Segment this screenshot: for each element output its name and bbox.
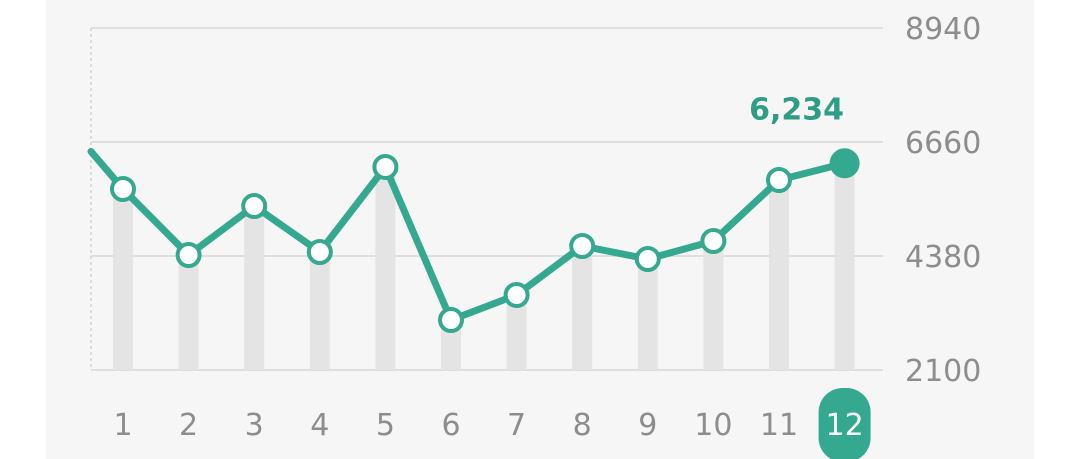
- y-tick-label: 4380: [905, 240, 981, 275]
- grid-lines: [90, 27, 883, 371]
- y-axis-labels: 8940 6660 4380 2100: [905, 12, 981, 389]
- data-point[interactable]: [700, 228, 727, 254]
- x-tick-label[interactable]: 5: [376, 408, 395, 443]
- bar: [178, 255, 199, 370]
- x-tick-label[interactable]: 6: [441, 408, 460, 443]
- selected-x-pill: [818, 388, 871, 459]
- data-point[interactable]: [569, 233, 596, 259]
- bars: [113, 163, 855, 370]
- bar: [572, 246, 593, 370]
- bar: [375, 167, 396, 370]
- bar: [113, 189, 133, 370]
- y-tick-label: 8940: [905, 12, 981, 47]
- chart-card: [46, 0, 1034, 459]
- x-tick-label[interactable]: 4: [310, 408, 329, 443]
- x-tick-label[interactable]: 3: [245, 408, 264, 443]
- bar: [244, 206, 265, 370]
- bar: [506, 295, 527, 370]
- data-point[interactable]: [306, 239, 333, 265]
- series-polyline: [87, 148, 849, 324]
- data-point-selected[interactable]: [829, 148, 860, 179]
- bar: [309, 252, 330, 370]
- data-point[interactable]: [766, 167, 792, 193]
- y-tick-label: 2100: [905, 354, 981, 389]
- y-tick-label: 6660: [905, 126, 981, 161]
- x-tick-label[interactable]: 9: [638, 408, 657, 443]
- data-point[interactable]: [241, 193, 268, 219]
- data-point[interactable]: [438, 307, 464, 333]
- x-tick-label[interactable]: 8: [573, 408, 592, 443]
- bar: [834, 163, 855, 370]
- x-tick-label[interactable]: 2: [179, 408, 198, 443]
- bar: [769, 180, 789, 370]
- x-tick-label[interactable]: 11: [760, 408, 798, 443]
- data-point[interactable]: [110, 176, 136, 202]
- x-tick-label[interactable]: 12: [826, 408, 864, 443]
- selected-value-label: 6,234: [749, 92, 844, 127]
- x-tick-label[interactable]: 7: [507, 408, 526, 443]
- data-point[interactable]: [503, 282, 530, 308]
- selected-callout: 6,234: [749, 92, 844, 127]
- bar: [637, 259, 658, 370]
- series-line: [87, 148, 849, 324]
- data-point[interactable]: [634, 246, 661, 272]
- x-tick-label[interactable]: 10: [694, 408, 732, 443]
- x-axis-labels: 1 2 3 4 5 6 7 8 9 10 11 12: [113, 388, 871, 459]
- bar: [703, 241, 724, 370]
- data-point[interactable]: [175, 242, 202, 268]
- x-tick-label[interactable]: 1: [113, 408, 132, 443]
- data-points: [110, 148, 860, 333]
- data-point[interactable]: [372, 154, 399, 180]
- bar: [441, 320, 461, 370]
